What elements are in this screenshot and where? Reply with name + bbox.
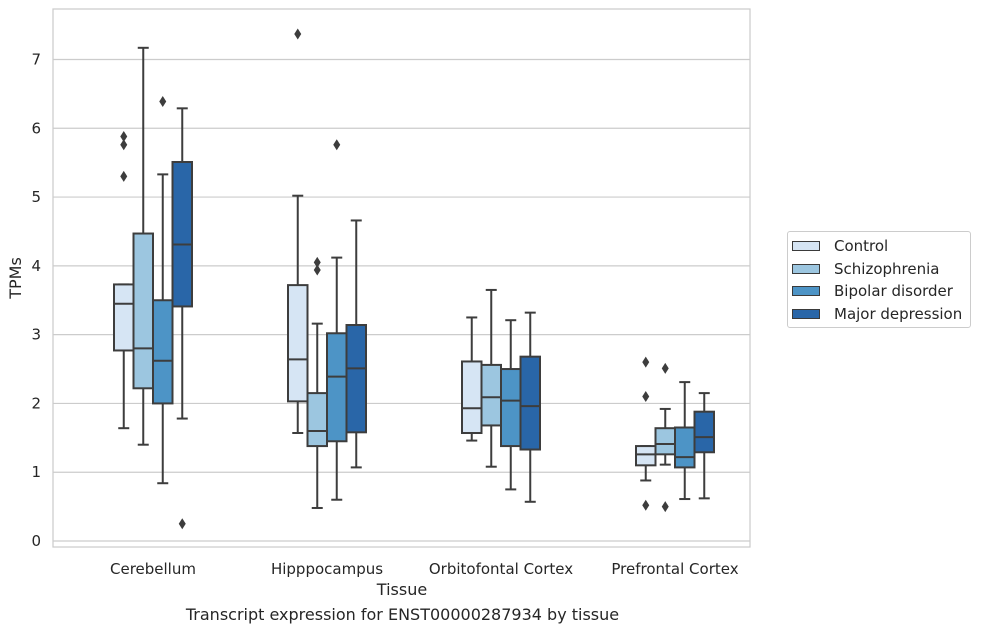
legend-label: Schizophrenia xyxy=(834,259,940,278)
outlier-point xyxy=(661,501,669,513)
legend-item: Bipolar disorder xyxy=(788,280,970,303)
box xyxy=(674,381,696,501)
box-iqr xyxy=(132,232,154,390)
x-tick-label: Prefrontal Cortex xyxy=(611,560,738,578)
y-tick-label: 2 xyxy=(31,394,41,412)
box-iqr xyxy=(654,427,676,456)
legend-swatch xyxy=(792,241,820,252)
legend-label: Control xyxy=(834,237,889,256)
box-iqr xyxy=(693,410,715,454)
box-iqr xyxy=(287,284,309,403)
y-tick-labels: 0 1 2 3 4 5 6 7 xyxy=(31,51,41,551)
box xyxy=(500,319,522,491)
box-iqr xyxy=(480,363,502,427)
y-tick-label: 6 xyxy=(31,119,41,137)
box-iqr xyxy=(345,324,367,434)
box xyxy=(693,392,715,500)
y-tick-label: 5 xyxy=(31,188,41,206)
legend-swatch xyxy=(792,263,820,274)
box-iqr xyxy=(674,426,696,469)
outlier-point xyxy=(294,28,302,40)
box xyxy=(171,107,193,530)
x-tick-label: Cerebellum xyxy=(110,560,196,578)
box xyxy=(113,131,135,430)
x-tick-label: Orbitofontal Cortex xyxy=(429,560,573,578)
legend-item: Control xyxy=(788,235,970,258)
series-major-depression xyxy=(171,107,715,530)
box-iqr xyxy=(635,445,657,467)
x-tick-label: Hipppocampus xyxy=(271,560,383,578)
y-axis-title: TPMs xyxy=(6,257,25,300)
outlier-point xyxy=(159,95,167,107)
box-iqr xyxy=(113,283,135,352)
box xyxy=(287,28,309,435)
box-iqr xyxy=(461,360,483,435)
series-control xyxy=(113,28,657,511)
legend: Control Schizophrenia Bipolar disorder Majo… xyxy=(787,231,971,328)
y-tick-label: 1 xyxy=(31,463,41,481)
x-axis-title: Tissue xyxy=(376,580,427,599)
y-tick-label: 4 xyxy=(31,257,41,275)
plot-area xyxy=(53,9,750,547)
outlier-point xyxy=(642,499,650,511)
box xyxy=(635,356,657,511)
legend-label: Bipolar disorder xyxy=(834,282,953,301)
outlier-point xyxy=(313,264,321,276)
outlier-point xyxy=(642,356,650,368)
box-series xyxy=(113,28,715,530)
plot-frame xyxy=(52,8,751,548)
series-bipolar-disorder xyxy=(152,95,696,501)
box xyxy=(519,311,541,503)
legend-label: Major depression xyxy=(834,304,963,323)
y-tick-label: 3 xyxy=(31,326,41,344)
box xyxy=(152,95,174,485)
outlier-point xyxy=(642,391,650,403)
outlier-point xyxy=(313,256,321,268)
outlier-point xyxy=(120,139,128,151)
outlier-point xyxy=(661,362,669,374)
y-tick-label: 7 xyxy=(31,51,41,69)
outlier-point xyxy=(120,170,128,182)
box-iqr xyxy=(500,368,522,448)
legend-item: Schizophrenia xyxy=(788,258,970,281)
outlier-point xyxy=(120,131,128,143)
box-iqr xyxy=(326,332,348,443)
box-iqr xyxy=(152,299,174,405)
chart-caption: Transcript expression for ENST0000028793… xyxy=(185,605,620,624)
outlier-point xyxy=(333,139,341,151)
box xyxy=(306,256,328,509)
legend-swatch xyxy=(792,286,820,297)
x-tick-labels: Cerebellum Hipppocampus Orbitofontal Corte… xyxy=(110,560,739,578)
legend-swatch xyxy=(792,308,820,319)
box-iqr xyxy=(519,355,541,451)
outlier-point xyxy=(178,518,186,530)
box xyxy=(345,219,367,469)
box-iqr xyxy=(306,392,328,448)
box-iqr xyxy=(171,160,193,308)
legend-item: Major depression xyxy=(788,303,970,326)
y-tick-label: 0 xyxy=(31,532,41,550)
